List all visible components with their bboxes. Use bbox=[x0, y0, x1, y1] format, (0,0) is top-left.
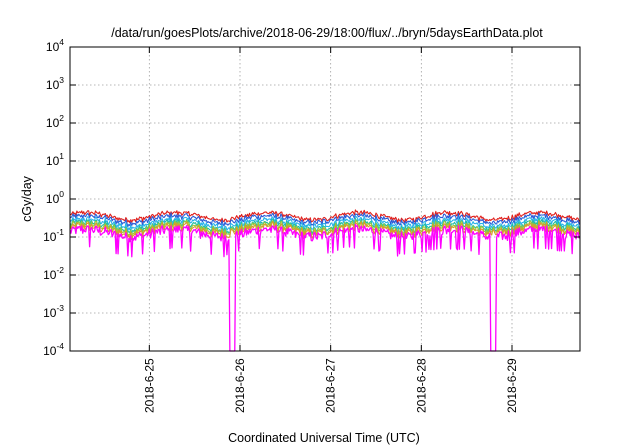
y-tick-label: 102 bbox=[46, 113, 64, 130]
y-axis-label: cGy/day bbox=[20, 175, 34, 222]
series-line bbox=[69, 212, 581, 228]
y-tick-label: 104 bbox=[46, 37, 64, 54]
y-tick-label: 100 bbox=[46, 189, 64, 206]
grid-layer bbox=[70, 47, 580, 351]
series-line bbox=[69, 221, 581, 241]
series-layer bbox=[69, 209, 581, 352]
x-tick-label: 2018-6-25 bbox=[142, 358, 156, 413]
y-tick-label: 10-1 bbox=[43, 227, 64, 244]
y-tick-label: 10-3 bbox=[43, 303, 64, 320]
x-tick-label: 2018-6-28 bbox=[414, 358, 428, 413]
x-tick-label: 2018-6-26 bbox=[233, 358, 247, 413]
x-tick-label: 2018-6-27 bbox=[324, 358, 338, 413]
axis-layer: 10-4 10-3 10-2 10-1 100 101 102 103 104 2018-6-25… bbox=[43, 37, 580, 413]
y-tick-label: 10-2 bbox=[43, 265, 64, 282]
y-tick-label: 101 bbox=[46, 151, 64, 168]
x-axis-label: Coordinated Universal Time (UTC) bbox=[228, 431, 420, 445]
y-tick-label: 10-4 bbox=[43, 341, 64, 358]
y-tick-label: 103 bbox=[46, 75, 64, 92]
series-line bbox=[69, 215, 581, 232]
series-line bbox=[69, 209, 581, 224]
chart-title: /data/run/goesPlots/archive/2018-06-29/1… bbox=[111, 26, 543, 40]
x-tick-label: 2018-6-29 bbox=[505, 358, 519, 413]
series-line bbox=[69, 223, 581, 352]
